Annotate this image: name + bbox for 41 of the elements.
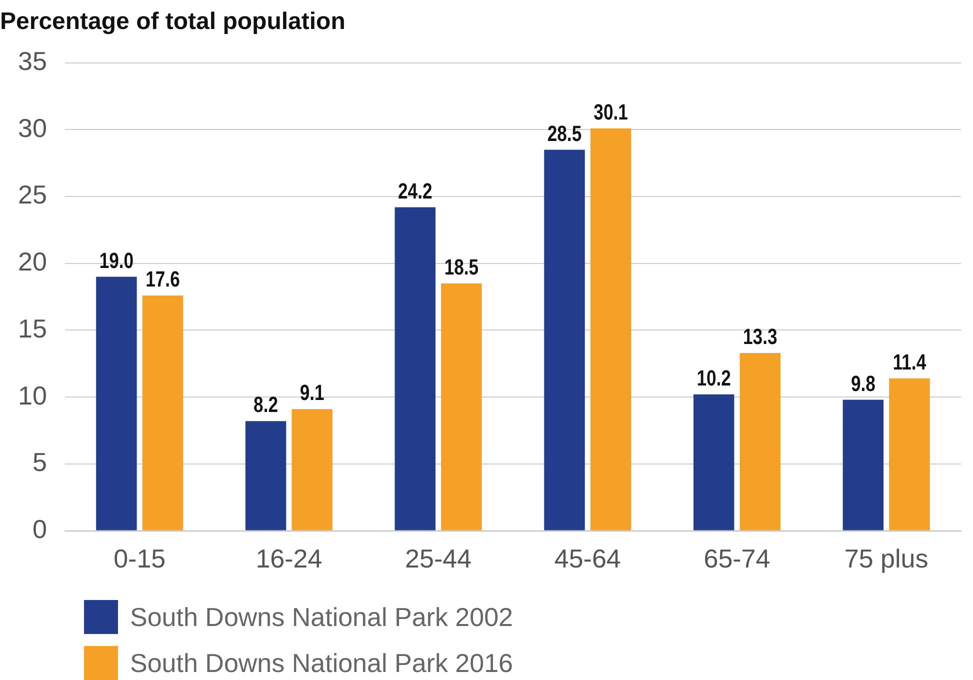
data-label: 17.6 [146, 268, 180, 292]
x-tick-label: 16-24 [256, 544, 322, 574]
bar [292, 409, 332, 530]
y-tick-label: 5 [32, 447, 47, 478]
y-tick-label: 15 [18, 313, 47, 344]
data-label: 11.4 [892, 350, 926, 375]
data-label: 9.8 [850, 372, 876, 396]
bar [590, 128, 632, 530]
data-label: 13.3 [743, 325, 778, 350]
data-label: 9.1 [300, 381, 324, 406]
data-label: 28.5 [547, 122, 582, 146]
data-label: 18.5 [444, 256, 479, 280]
y-tick-label: 20 [18, 246, 47, 277]
data-label: 30.1 [594, 100, 628, 125]
y-tick-label: 0 [32, 514, 47, 544]
bar [740, 352, 780, 530]
bar [544, 150, 585, 530]
bar [889, 378, 930, 530]
bar [693, 394, 734, 530]
legend-label: South Downs National Park 2016 [130, 648, 514, 678]
x-tick-label: 0-15 [114, 544, 166, 574]
bar [842, 400, 884, 530]
x-tick-label: 25-44 [405, 544, 472, 574]
y-tick-label: 30 [18, 112, 47, 143]
y-tick-label: 35 [18, 46, 47, 76]
x-tick-label: 75 plus [844, 544, 928, 574]
y-tick-label: 25 [18, 180, 47, 210]
y-tick-label: 10 [18, 380, 47, 410]
bar [96, 276, 137, 530]
x-tick-label: 45-64 [554, 544, 621, 574]
data-label: 8.2 [254, 393, 278, 418]
bar [441, 283, 482, 530]
legend-label: South Downs National Park 2002 [130, 602, 514, 632]
bar [245, 421, 286, 530]
chart-title: Percentage of total population [0, 8, 346, 36]
data-label: 24.2 [398, 180, 432, 204]
bar [394, 207, 436, 530]
x-tick-label: 65-74 [704, 544, 770, 574]
bar [142, 295, 184, 530]
data-label: 19.0 [99, 249, 134, 274]
data-label: 10.2 [696, 366, 731, 391]
